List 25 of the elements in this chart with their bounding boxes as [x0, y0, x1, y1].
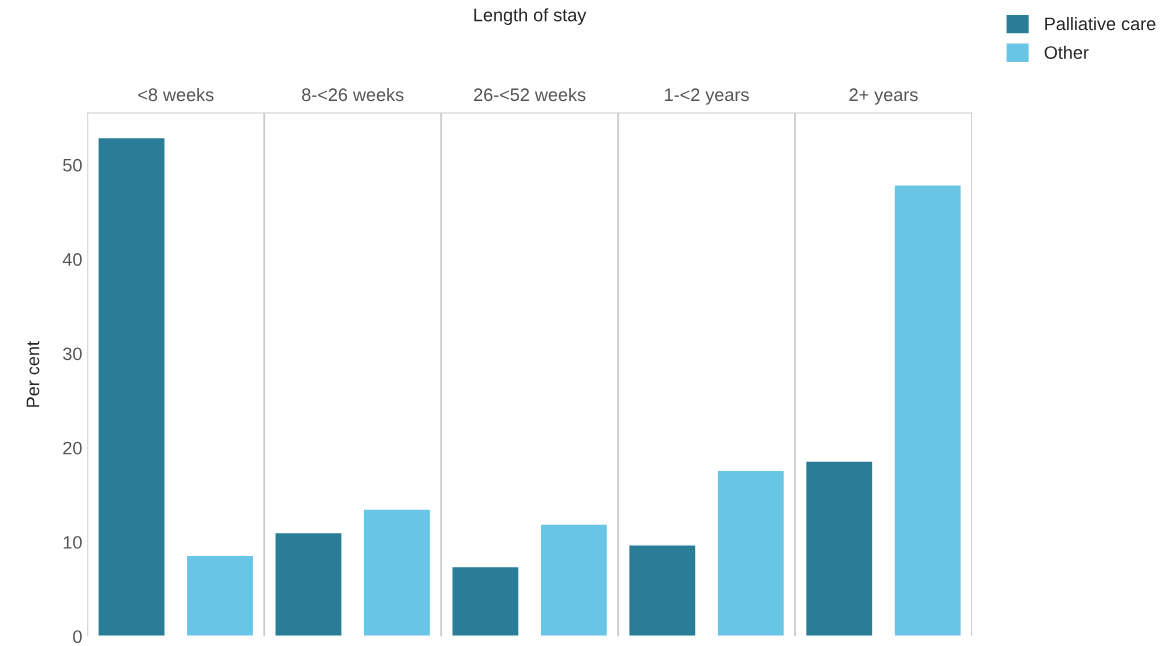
bar [362, 508, 432, 637]
bar [97, 136, 166, 637]
bar [185, 554, 255, 637]
y-tick-label: 10 [63, 535, 82, 549]
bar [716, 469, 786, 637]
x-tick-label: 1-<2 years [665, 88, 749, 105]
x-tick-label: 2+ years [849, 88, 918, 105]
x-tick-label: 8-<26 weeks [302, 87, 404, 102]
y-tick-label: 40 [62, 253, 82, 266]
bar [628, 544, 697, 637]
bar [893, 184, 963, 637]
bar [804, 460, 874, 637]
bar [451, 565, 520, 637]
x-tick-label: 26-<52 weeks [474, 87, 586, 102]
x-axis-title: Length of stay [474, 8, 587, 25]
y-tick-label: 30 [63, 347, 82, 361]
y-tick-label: 50 [63, 158, 82, 172]
legend-label: Other [1044, 45, 1089, 59]
legend-label: Palliative care [1045, 16, 1156, 31]
y-tick-label: 0 [73, 630, 82, 644]
bar [539, 523, 609, 637]
x-tick-label: <8 weeks [138, 87, 214, 102]
y-tick-label: 20 [63, 441, 82, 455]
bar [274, 531, 343, 637]
y-axis-title: Per cent [26, 341, 40, 407]
